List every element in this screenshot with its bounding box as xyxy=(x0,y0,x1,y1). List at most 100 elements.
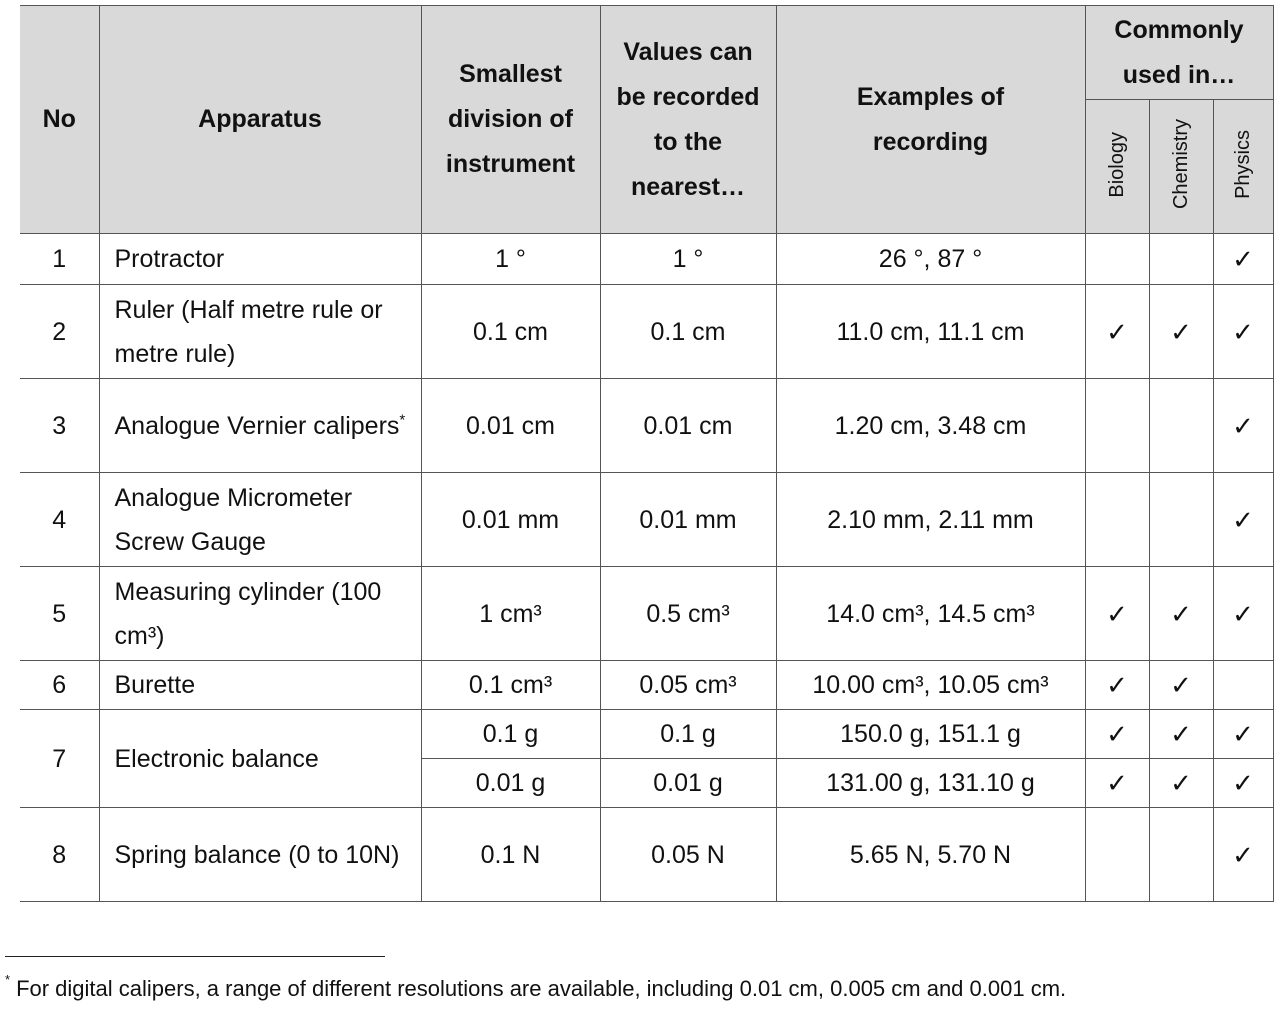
examples-cell: 10.00 cm³, 10.05 cm³ xyxy=(775,660,1086,710)
number-cell: 6 xyxy=(20,660,100,710)
footnote: * For digital calipers, a range of differ… xyxy=(5,973,1067,1002)
number-cell: 4 xyxy=(20,472,100,567)
nearest-cell: 0.05 N xyxy=(599,807,777,902)
usage-cell: ✓ xyxy=(1148,709,1214,759)
usage-cell: ✓ xyxy=(1212,284,1274,379)
smallest-division-cell: 1 cm³ xyxy=(420,566,601,661)
examples-cell: 1.20 cm, 3.48 cm xyxy=(775,378,1086,473)
smallest-division-cell: 0.01 mm xyxy=(420,472,601,567)
smallest-division-cell: 0.01 cm xyxy=(420,378,601,473)
usage-cell xyxy=(1148,472,1214,567)
subject-header: Chemistry xyxy=(1148,99,1214,234)
apparatus-cell: Measuring cylinder (100 cm³) xyxy=(98,566,422,661)
usage-cell: ✓ xyxy=(1084,660,1150,710)
smallest-division-cell: 0.1 N xyxy=(420,807,601,902)
table-row: 4 Analogue Micrometer Screw Gauge 0.01 mm 0… xyxy=(20,472,1274,567)
table-row: 8 Spring balance (0 to 10N) 0.1 N 0.05 N 5.6… xyxy=(20,807,1274,902)
footnote-rule xyxy=(5,956,385,957)
usage-cell: ✓ xyxy=(1212,758,1274,808)
usage-cell: ✓ xyxy=(1148,284,1214,379)
nearest-cell: 0.01 mm xyxy=(599,472,777,567)
table-row: 2 Ruler (Half metre rule or metre rule) 0.… xyxy=(20,284,1274,379)
nearest-cell: 0.1 g xyxy=(599,709,777,759)
examples-cell: 26 °, 87 ° xyxy=(775,233,1086,285)
apparatus-name: Spring balance (0 to 10N) xyxy=(114,840,400,869)
apparatus-name: Analogue Micrometer Screw Gauge xyxy=(114,483,353,556)
header-cell: Commonly used in… xyxy=(1084,5,1274,100)
usage-cell xyxy=(1084,472,1150,567)
apparatus-cell: Spring balance (0 to 10N) xyxy=(98,807,422,902)
subject-header: Physics xyxy=(1212,99,1274,234)
examples-cell: 131.00 g, 131.10 g xyxy=(775,758,1086,808)
header-cell: Examples of recording xyxy=(775,5,1086,234)
apparatus-cell: Analogue Micrometer Screw Gauge xyxy=(98,472,422,567)
usage-cell: ✓ xyxy=(1084,758,1150,808)
table-row: 7 Electronic balance 0.1 g 0.1 g 150.0 g, 15… xyxy=(20,709,1274,808)
number-cell: 3 xyxy=(20,378,100,473)
smallest-division-cell: 1 ° xyxy=(420,233,601,285)
header-cell: No xyxy=(20,5,100,234)
usage-cell: ✓ xyxy=(1084,709,1150,759)
usage-cell: ✓ xyxy=(1212,709,1274,759)
footnote-mark: * xyxy=(5,972,11,987)
usage-cell xyxy=(1212,660,1274,710)
apparatus-name: Measuring cylinder (100 cm³) xyxy=(114,577,382,650)
subject-label: Biology xyxy=(1106,131,1128,198)
table-body: 1 Protractor 1 ° 1 ° 26 °, 87 ° ✓ 2 Ruler (Half… xyxy=(20,233,1274,902)
usage-cell: ✓ xyxy=(1148,566,1214,661)
apparatus-cell: Analogue Vernier calipers* xyxy=(98,378,422,473)
examples-cell: 14.0 cm³, 14.5 cm³ xyxy=(775,566,1086,661)
examples-cell: 2.10 mm, 2.11 mm xyxy=(775,472,1086,567)
usage-cell: ✓ xyxy=(1212,233,1274,285)
table-row: 1 Protractor 1 ° 1 ° 26 °, 87 ° ✓ xyxy=(20,233,1274,285)
header-cell: Smallest division of instrument xyxy=(420,5,601,234)
examples-cell: 150.0 g, 151.1 g xyxy=(775,709,1086,759)
nearest-cell: 0.05 cm³ xyxy=(599,660,777,710)
usage-cell xyxy=(1148,378,1214,473)
usage-cell: ✓ xyxy=(1084,566,1150,661)
number-cell: 7 xyxy=(20,709,100,808)
usage-cell: ✓ xyxy=(1148,758,1214,808)
smallest-division-cell: 0.1 cm³ xyxy=(420,660,601,710)
usage-cell xyxy=(1084,378,1150,473)
smallest-division-cell: 0.1 g xyxy=(420,709,601,759)
subject-label: Chemistry xyxy=(1170,119,1192,210)
examples-cell: 5.65 N, 5.70 N xyxy=(775,807,1086,902)
nearest-cell: 0.5 cm³ xyxy=(599,566,777,661)
usage-cell xyxy=(1084,233,1150,285)
footnote-mark: * xyxy=(399,411,406,429)
apparatus-name: Protractor xyxy=(114,245,225,273)
apparatus-name: Ruler (Half metre rule or metre rule) xyxy=(114,295,383,368)
apparatus-cell: Ruler (Half metre rule or metre rule) xyxy=(98,284,422,379)
usage-cell: ✓ xyxy=(1212,378,1274,473)
examples-cell: 11.0 cm, 11.1 cm xyxy=(775,284,1086,379)
nearest-cell: 0.01 cm xyxy=(599,378,777,473)
apparatus-cell: Protractor xyxy=(98,233,422,285)
apparatus-cell: Burette xyxy=(98,660,422,710)
smallest-division-cell: 0.1 cm xyxy=(420,284,601,379)
subject-header: Biology xyxy=(1084,99,1150,234)
header-cell: Apparatus xyxy=(98,5,422,234)
table-row: 6 Burette 0.1 cm³ 0.05 cm³ 10.00 cm³, 10.05 … xyxy=(20,660,1274,710)
usage-cell xyxy=(1084,807,1150,902)
footnote-text: For digital calipers, a range of differe… xyxy=(16,976,1067,1001)
usage-cell xyxy=(1148,807,1214,902)
table-row: 3 Analogue Vernier calipers* 0.01 cm 0.01 c… xyxy=(20,378,1274,473)
nearest-cell: 0.01 g xyxy=(599,758,777,808)
usage-cell: ✓ xyxy=(1212,472,1274,567)
apparatus-name: Electronic balance xyxy=(114,744,319,773)
nearest-cell: 0.1 cm xyxy=(599,284,777,379)
number-cell: 8 xyxy=(20,807,100,902)
number-cell: 5 xyxy=(20,566,100,661)
usage-cell: ✓ xyxy=(1212,807,1274,902)
subject-label: Physics xyxy=(1232,130,1254,199)
apparatus-name: Analogue Vernier calipers xyxy=(114,411,400,440)
number-cell: 2 xyxy=(20,284,100,379)
apparatus-cell: Electronic balance xyxy=(98,709,422,808)
apparatus-name: Burette xyxy=(114,671,196,699)
usage-cell: ✓ xyxy=(1212,566,1274,661)
usage-cell xyxy=(1148,233,1214,285)
table-header: No Apparatus Smallest division of instru… xyxy=(20,5,1274,234)
